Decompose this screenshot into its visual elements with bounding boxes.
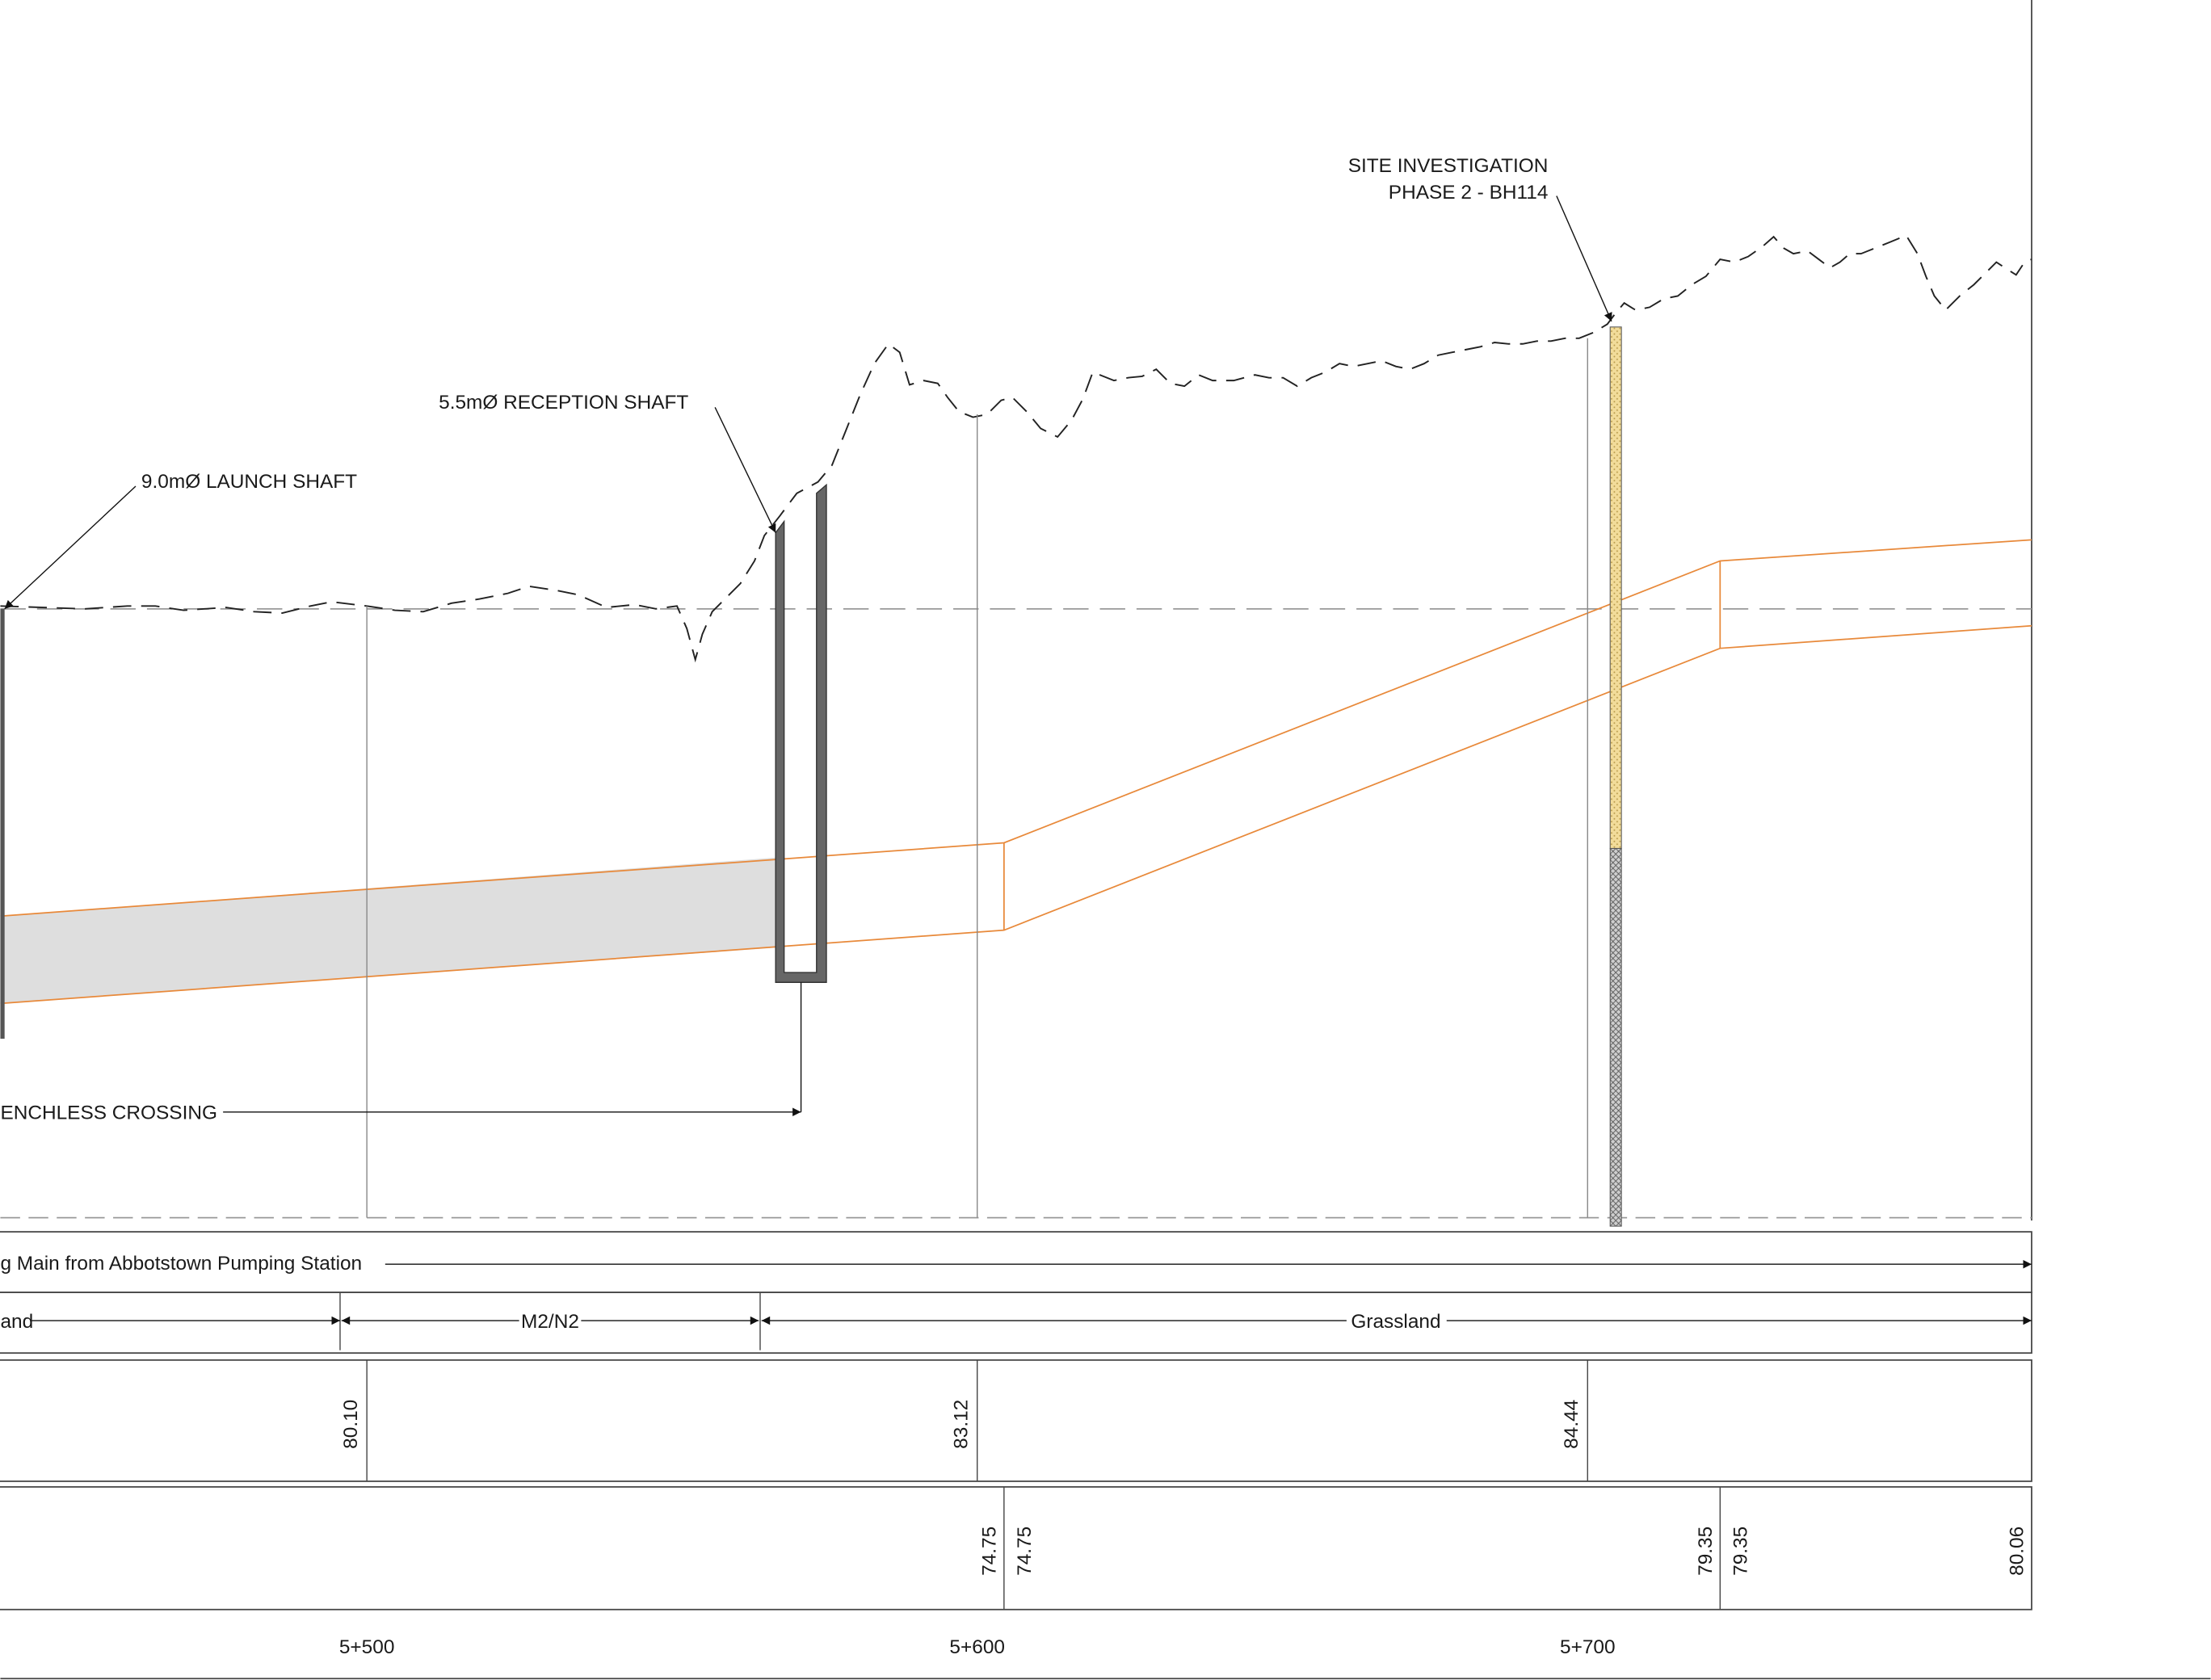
reception-shaft (775, 483, 827, 983)
ground-level-value: 83.12 (950, 1400, 972, 1449)
borehole-bh114-lower (1609, 847, 1622, 1227)
land-use-middle-label: M2/N2 (521, 1311, 579, 1333)
land-use-right-label: Grassland (1351, 1311, 1440, 1333)
launch-shaft-wall (0, 608, 5, 1040)
invert-level-value: 79.35 (1730, 1527, 1751, 1576)
trenchless-crossing-label: ENCHLESS CROSSING (0, 1102, 217, 1124)
launch-shaft-label: 9.0mØ LAUNCH SHAFT (141, 471, 357, 493)
borehole-bh114-upper (1609, 326, 1622, 849)
chainage-label: 5+700 (1560, 1636, 1616, 1658)
ground-level-value: 80.10 (340, 1400, 362, 1449)
invert-level-value: 80.06 (2006, 1527, 2028, 1576)
trenchless-crossing-zone (0, 856, 784, 1004)
invert-level-value: 79.35 (1695, 1527, 1717, 1576)
borehole-leader (1556, 195, 1612, 322)
launch-shaft-leader (4, 485, 137, 610)
ground-level-value: 84.44 (1561, 1400, 1583, 1449)
chainage-label: 5+600 (949, 1636, 1005, 1658)
main-label-text: g Main from Abbotstown Pumping Station (0, 1253, 362, 1275)
invert-level-value: 74.75 (978, 1527, 1000, 1576)
site-investigation-label-line2: PHASE 2 - BH114 (1389, 182, 1549, 204)
existing-ground-profile (0, 234, 2032, 663)
ground-level-band (0, 1359, 2032, 1482)
reception-shaft-label: 5.5mØ RECEPTION SHAFT (439, 392, 688, 414)
chainage-label: 5+500 (339, 1636, 395, 1658)
pipe-invert-line (0, 624, 2032, 1005)
land-use-band (0, 1292, 2032, 1354)
site-investigation-label-line1: SITE INVESTIGATION (1348, 155, 1549, 177)
pipe-crown-line (0, 539, 2032, 918)
reception-shaft-leader (714, 406, 776, 533)
invert-level-value: 74.75 (1014, 1527, 1036, 1576)
land-use-left-label: and (0, 1311, 33, 1333)
invert-level-band (0, 1486, 2032, 1611)
